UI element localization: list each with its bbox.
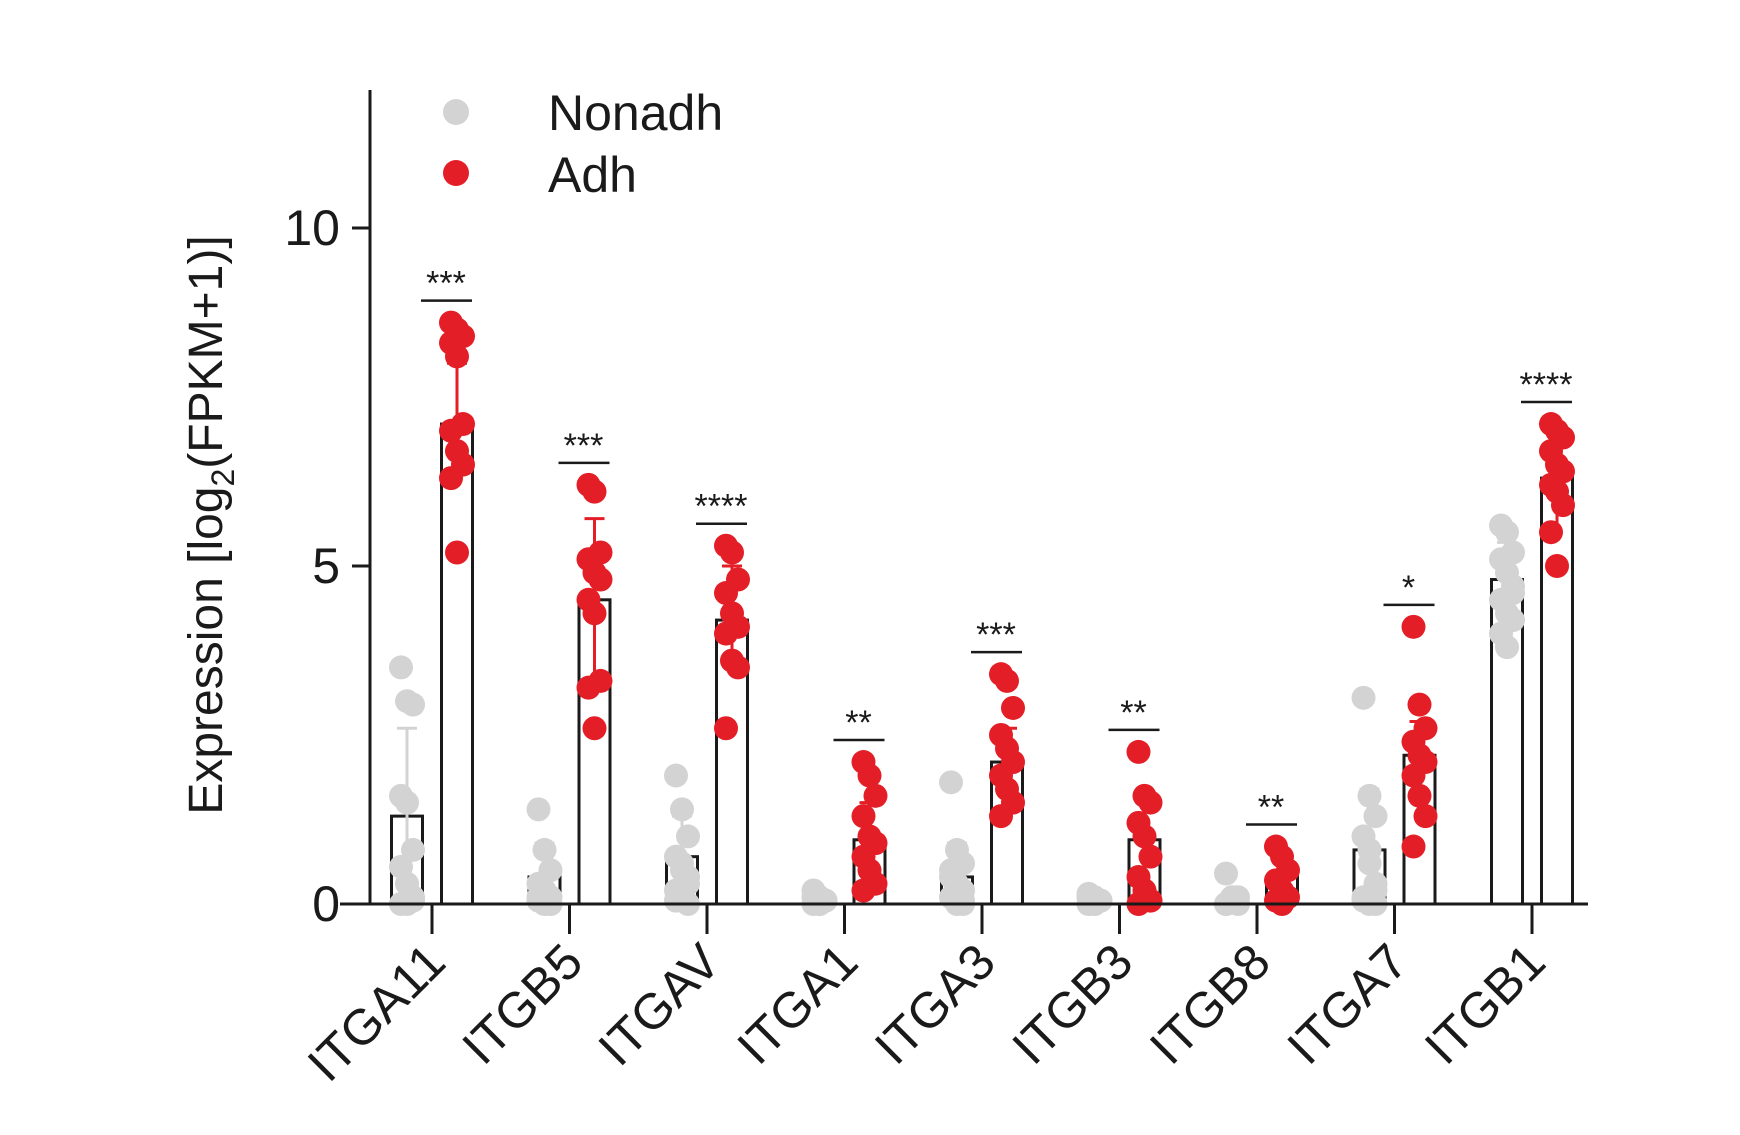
point-adh-ITGB3	[1138, 790, 1163, 815]
point-nonadh-ITGA11	[401, 888, 425, 913]
significance-label-ITGA7: *	[1402, 569, 1415, 607]
point-adh-ITGAV	[720, 540, 744, 565]
point-nonadh-ITGAV	[664, 888, 688, 913]
x-tick-label-ITGB3: ITGB3	[1002, 933, 1144, 1075]
point-adh-ITGB1	[1539, 520, 1563, 545]
x-tick-label-ITGA11: ITGA11	[297, 933, 456, 1092]
point-adh-ITGA3	[1001, 695, 1025, 720]
point-nonadh-ITGB1	[1495, 520, 1519, 545]
significance-label-ITGB1: ****	[1520, 366, 1573, 404]
point-adh-ITGB3	[1132, 824, 1157, 849]
x-tick-label-ITGAV: ITGAV	[588, 933, 732, 1077]
point-adh-ITGB5	[576, 675, 601, 700]
point-adh-ITGB3	[1126, 739, 1151, 764]
point-adh-ITGB1	[1545, 554, 1569, 578]
legend-marker-adh	[443, 160, 469, 186]
point-adh-ITGA11	[445, 540, 469, 565]
significance-label-ITGA3: ***	[976, 616, 1016, 654]
significance-label-ITGB5: ***	[564, 427, 604, 465]
point-nonadh-ITGA3	[939, 770, 963, 795]
point-adh-ITGA11	[439, 466, 463, 491]
point-adh-ITGA1	[851, 878, 876, 903]
x-tick-label-ITGA3: ITGA3	[864, 933, 1006, 1075]
point-nonadh-ITGA7	[1357, 783, 1382, 808]
y-axis-title-main: Expression [log	[180, 487, 233, 815]
x-tick-label-ITGB8: ITGB8	[1139, 933, 1281, 1075]
point-adh-ITGAV	[714, 621, 738, 646]
point-nonadh-ITGA11	[389, 655, 413, 680]
bar-adh-ITGA11	[440, 422, 474, 906]
point-adh-ITGA1	[857, 763, 882, 788]
point-adh-ITGAV	[714, 716, 738, 741]
axes-layer	[340, 90, 1588, 934]
point-adh-ITGA7	[1407, 783, 1432, 808]
point-adh-ITGA7	[1401, 834, 1426, 859]
x-tick-label-ITGA1: ITGA1	[727, 933, 869, 1075]
point-nonadh-ITGA7	[1357, 837, 1382, 862]
point-adh-ITGA7	[1407, 692, 1432, 717]
point-adh-ITGA7	[1413, 804, 1438, 829]
point-adh-ITGB5	[582, 479, 607, 504]
point-nonadh-ITGB8	[1214, 861, 1238, 886]
point-nonadh-ITGA7	[1363, 878, 1388, 903]
point-nonadh-ITGAV	[676, 824, 700, 849]
point-adh-ITGA11	[445, 344, 469, 369]
point-nonadh-ITGAV	[670, 851, 694, 876]
y-tick-label-10: 10	[284, 200, 340, 256]
point-adh-ITGAV	[726, 655, 750, 680]
point-adh-ITGB5	[582, 716, 607, 741]
point-nonadh-ITGB5	[526, 797, 551, 822]
point-adh-ITGAV	[714, 581, 738, 606]
significance-label-ITGA1: **	[845, 704, 871, 742]
y-axis-title: Expression [log2(FPKM+1)]	[180, 235, 241, 814]
point-adh-ITGA7	[1401, 763, 1426, 788]
significance-layer: ************************	[421, 265, 1572, 827]
point-nonadh-ITGAV	[676, 871, 700, 896]
point-nonadh-ITGB5	[532, 837, 557, 862]
point-adh-ITGA3	[989, 804, 1013, 829]
point-nonadh-ITGAV	[664, 763, 688, 788]
significance-label-ITGAV: ****	[695, 488, 748, 526]
point-adh-ITGA11	[439, 418, 463, 443]
point-nonadh-ITGA11	[401, 692, 425, 717]
labels-layer: 0 5 10 ITGA11ITGB5ITGAVITGA1ITGA3ITGB3ITGB8…	[284, 200, 1555, 1092]
x-tick-label-ITGA7: ITGA7	[1277, 933, 1419, 1075]
point-nonadh-ITGA3	[939, 858, 963, 883]
point-nonadh-ITGA7	[1363, 804, 1388, 829]
y-axis-title-subscript: 2	[205, 469, 241, 487]
x-tick-label-ITGB1: ITGB1	[1414, 933, 1556, 1075]
point-nonadh-ITGB1	[1501, 581, 1525, 606]
point-nonadh-ITGA11	[401, 837, 425, 862]
point-adh-ITGA7	[1401, 614, 1426, 639]
point-adh-ITGB3	[1138, 844, 1163, 869]
bars-layer	[390, 422, 1574, 906]
point-adh-ITGB5	[588, 567, 613, 592]
point-adh-ITGB5	[582, 601, 607, 626]
point-adh-ITGA1	[863, 783, 888, 808]
significance-label-ITGA11: ***	[426, 265, 466, 303]
y-axis-title-end: (FPKM+1)]	[180, 235, 233, 468]
y-tick-label-5: 5	[312, 538, 340, 594]
legend: Nonadh Adh	[443, 85, 723, 203]
point-adh-ITGA1	[851, 804, 876, 829]
point-nonadh-ITGAV	[670, 797, 694, 822]
significance-label-ITGB3: **	[1120, 694, 1146, 732]
points-layer	[389, 310, 1575, 916]
point-adh-ITGA3	[995, 668, 1019, 693]
point-nonadh-ITGA11	[395, 790, 419, 815]
legend-label-adh: Adh	[548, 147, 637, 203]
legend-label-nonadh: Nonadh	[548, 85, 723, 141]
point-nonadh-ITGB8	[1220, 888, 1244, 913]
legend-marker-nonadh	[443, 99, 469, 125]
x-tick-label-ITGB5: ITGB5	[452, 933, 594, 1075]
point-adh-ITGB1	[1551, 493, 1575, 518]
point-nonadh-ITGB1	[1495, 635, 1519, 660]
point-nonadh-ITGA7	[1351, 685, 1376, 710]
y-tick-label-0: 0	[312, 876, 340, 932]
significance-label-ITGB8: **	[1258, 789, 1284, 827]
